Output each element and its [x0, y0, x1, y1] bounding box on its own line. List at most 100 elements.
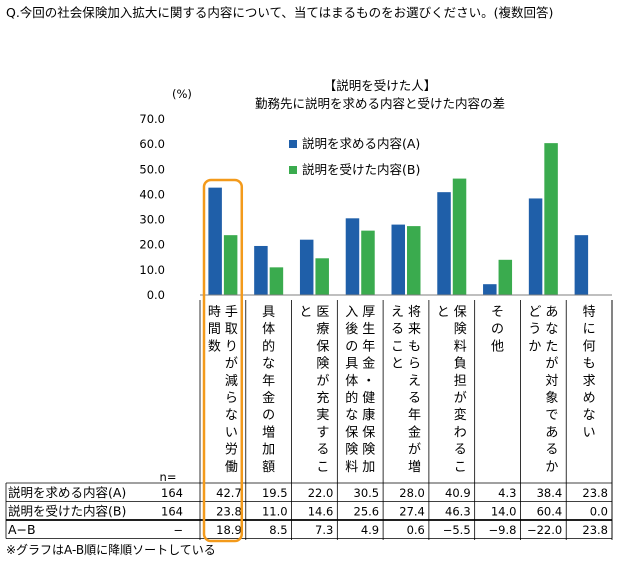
data-table: n= 説明を求める内容(A) 164 42.7 19.5 22.0 30.5 28.0 40.9… [5, 300, 613, 539]
category-label-char: が [316, 374, 329, 389]
category-label-char: な [262, 357, 275, 372]
category-label-char: る [316, 443, 329, 458]
category-label-char: 険 [345, 443, 358, 458]
table-cell: 46.3 [445, 505, 471, 519]
bar-series-a [254, 245, 268, 295]
category-label-char: 険 [316, 357, 329, 372]
category-label-char: 療 [316, 322, 329, 337]
table-n-value: 164 [161, 505, 183, 519]
category-label-char: 保 [362, 425, 375, 440]
y-tick-label: 10.0 [139, 263, 165, 277]
category-label-char: る [408, 391, 421, 406]
category-label-char: 的 [262, 338, 275, 354]
category-label-char: 労 [225, 443, 238, 458]
category-label-char: の [491, 322, 504, 337]
bar-series-a [345, 218, 360, 295]
category-label-char: と [437, 305, 450, 320]
category-label-char: 実 [316, 407, 329, 423]
legend-label: 説明を受けた内容(B) [302, 162, 420, 177]
table-cell: 14.6 [308, 505, 334, 519]
bar-series-a [391, 224, 405, 295]
y-axis-ticks: 70.0 60.0 50.0 40.0 30.0 20.0 10.0 0.0 [139, 112, 165, 302]
category-label-char: る [391, 322, 404, 337]
table-cell: 14.0 [491, 505, 517, 519]
category-label-char: 生 [362, 322, 375, 337]
category-label-char: う [528, 322, 541, 337]
bar-series-b [315, 258, 329, 295]
category-label-char: 手 [225, 305, 238, 320]
table-cell: −22.0 [527, 523, 562, 537]
category-label-char: す [316, 425, 329, 440]
category-label-char: の [262, 408, 275, 423]
category-label-char: が [545, 357, 558, 372]
category-label-char: 象 [545, 391, 558, 406]
table-cell: 27.4 [399, 505, 425, 519]
category-label-char: な [583, 408, 596, 423]
table-n-header: n= [160, 470, 177, 484]
bar-series-b [452, 178, 467, 295]
category-label-char: り [225, 339, 238, 354]
category-label-char: 加 [262, 443, 275, 458]
category-label-char: 保 [454, 305, 467, 320]
legend-swatch [289, 166, 297, 174]
category-label-char: が [454, 391, 467, 406]
category-label-char: な [545, 322, 558, 337]
bar-series-b [361, 230, 375, 295]
bar-series-a [528, 198, 543, 295]
category-label-char: 間 [208, 322, 221, 337]
table-cell: 18.9 [216, 523, 242, 537]
table-cell: 23.8 [582, 523, 608, 537]
category-label-char: 加 [362, 460, 375, 475]
category-label-char: 働 [225, 460, 238, 475]
category-label-char: 充 [316, 390, 329, 406]
category-label-char: 康 [362, 407, 375, 423]
y-tick-label: 40.0 [139, 187, 165, 201]
category-label-char: 保 [316, 339, 329, 354]
category-label-char: た [545, 339, 558, 354]
category-label-char: あ [545, 305, 558, 320]
category-label-char: 数 [208, 339, 221, 354]
bar-series-a [208, 187, 222, 295]
category-label-char: 取 [225, 322, 238, 337]
category-label-char: 金 [262, 390, 275, 406]
table-cell: 8.5 [269, 523, 287, 537]
table-cell: −5.5 [443, 523, 471, 537]
category-label-char: 求 [583, 374, 596, 389]
category-label-char: 金 [362, 356, 375, 372]
category-label-char: 年 [362, 339, 375, 354]
category-label-char: 担 [454, 374, 467, 389]
category-label-char: 将 [408, 305, 421, 320]
category-label-char: 厚 [362, 305, 375, 320]
category-label-char: な [345, 408, 358, 423]
bar-series-a [437, 192, 451, 295]
category-label-char: 具 [345, 357, 358, 372]
bar-series-a [299, 239, 314, 295]
y-tick-label: 20.0 [139, 238, 165, 252]
category-label-char: か [545, 460, 558, 475]
category-label-char: な [225, 408, 238, 423]
category-label-char: る [545, 443, 558, 458]
category-label-char: 時 [208, 305, 221, 320]
category-label-char: 年 [408, 408, 421, 423]
legend-swatch [289, 140, 297, 148]
category-label-char: 体 [345, 374, 358, 389]
chart-title: 【説明を受けた人】 [324, 78, 437, 93]
table-row-label: A−B [8, 522, 36, 537]
category-label-char: わ [454, 425, 467, 440]
category-label-char: 保 [345, 425, 358, 440]
category-label-char: に [583, 322, 596, 337]
bar-series [200, 143, 612, 296]
table-cell: 40.9 [445, 486, 471, 500]
table-cell: 11.0 [262, 505, 288, 519]
category-label-char: め [583, 391, 596, 406]
table-cell: 22.0 [308, 486, 334, 500]
bar-series-a [483, 284, 497, 295]
category-label-char: 料 [345, 460, 358, 475]
table-cell: 23.8 [216, 505, 242, 519]
legend: 説明を求める内容(A) 説明を受けた内容(B) [289, 136, 420, 177]
category-label-char: ど [528, 305, 541, 320]
category-label-char: ら [408, 357, 421, 372]
category-label-char: 険 [362, 443, 375, 458]
category-label-char: 健 [362, 391, 375, 406]
